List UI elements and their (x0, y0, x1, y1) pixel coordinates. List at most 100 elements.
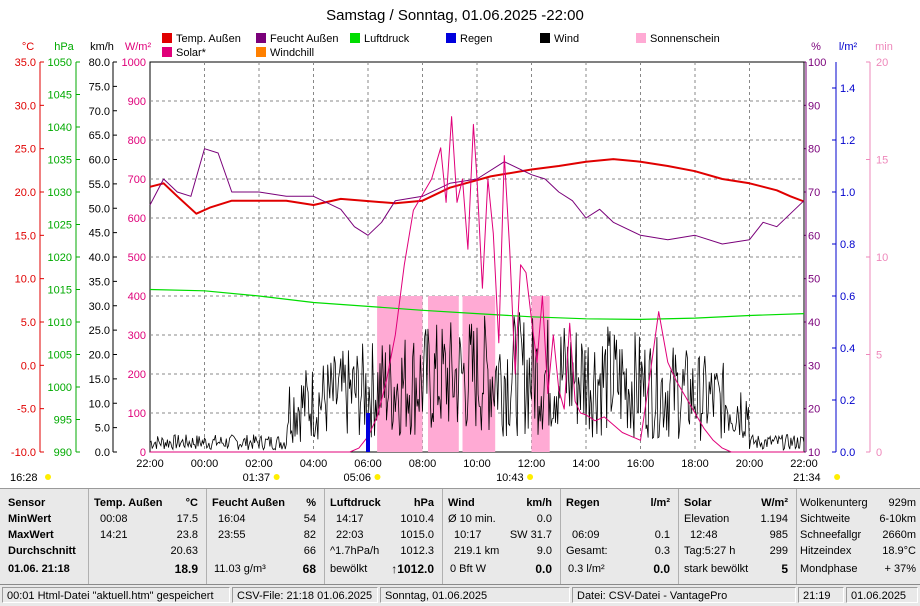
axis-sun-tick: 5 (876, 350, 882, 362)
axis-pressure-tick: 1040 (48, 122, 72, 134)
axis-pressure-tick: 990 (54, 447, 72, 459)
temp-min: 17.5 (176, 513, 198, 525)
rain-current: 0.0 (653, 562, 670, 576)
axis-sun-unit: min (875, 41, 893, 53)
axis-pressure-tick: 1010 (48, 317, 72, 329)
axis-wind-tick: 70.0 (89, 106, 110, 118)
hum-max-time: 23:55 (218, 529, 246, 541)
press-header: Luftdruck (330, 497, 381, 509)
axis-solar-unit: W/m² (125, 41, 152, 53)
wind-header: Wind (448, 497, 475, 509)
x-tick-label: 20:00 (736, 458, 764, 470)
time-marker-label: 21:34 (793, 472, 821, 484)
axis-wind-tick: 0.0 (95, 447, 110, 459)
axis-wind-tick: 45.0 (89, 228, 110, 240)
rain-total-label: Gesamt: (566, 545, 608, 557)
hum-unit: % (306, 497, 316, 509)
axis-wind-unit: km/h (90, 41, 114, 53)
x-tick-label: 12:00 (518, 458, 546, 470)
axis-solar-tick: 100 (128, 408, 146, 420)
rain-bar (366, 413, 370, 452)
x-tick-label: 08:00 (409, 458, 437, 470)
legend-swatch (162, 33, 172, 43)
extra-value-0: 929m (888, 497, 916, 509)
temp-avg: 20.63 (170, 545, 198, 557)
extra-value-2: 2660m (882, 529, 916, 541)
axis-wind-tick: 50.0 (89, 203, 110, 215)
axis-humidity-tick: 100 (808, 57, 826, 69)
row-min-label: MinWert (8, 513, 52, 525)
rain-header: Regen (566, 497, 600, 509)
wind-mean: 9.0 (536, 545, 552, 557)
axis-pressure-tick: 1045 (48, 90, 72, 102)
axis-temp-tick: 5.0 (21, 317, 36, 329)
axis-solar-tick: 1000 (122, 57, 146, 69)
axis-temp-tick: 0.0 (21, 360, 36, 372)
axis-rain-tick: 0.2 (840, 395, 855, 407)
axis-pressure-tick: 1050 (48, 57, 72, 69)
axis-wind-tick: 75.0 (89, 81, 110, 93)
time-marker-label: 05:06 (343, 472, 371, 484)
axis-solar-tick: 600 (128, 213, 146, 225)
series-solar (150, 116, 804, 453)
status-time: 21:19 (798, 587, 844, 603)
status-datafile: Datei: CSV-Datei - VantagePro (572, 587, 796, 603)
x-tick-label: 22:00 (136, 458, 164, 470)
axis-labels: 22:00 00:00 02:00 04:00 06:00 08:00 10:00 12:00… (11, 41, 893, 470)
axis-rain-tick: 1.2 (840, 135, 855, 147)
time-marker-dot (834, 474, 841, 480)
axis-solar-tick: 500 (128, 252, 146, 264)
axis-pressure-tick: 1005 (48, 350, 72, 362)
solar-elevation-label: Elevation (684, 513, 730, 525)
chart-title: Samstag / Sonntag, 01.06.2025 -22:00 (326, 7, 584, 24)
axis-wind-tick: 80.0 (89, 57, 110, 69)
legend-swatch (540, 33, 550, 43)
series-pressure (149, 288, 805, 320)
axis-pressure-tick: 1025 (48, 220, 72, 232)
rain-unit: l/m² (650, 497, 670, 509)
axis-sun-tick: 20 (876, 57, 888, 69)
time-marker-dot (273, 474, 280, 480)
legend-swatch (256, 33, 266, 43)
axis-pressure-tick: 1020 (48, 252, 72, 264)
x-tick-label: 02:00 (245, 458, 273, 470)
axis-solar-tick: 900 (128, 96, 146, 108)
axis-temp-tick: 20.0 (15, 187, 36, 199)
axis-wind-tick: 15.0 (89, 374, 110, 386)
axis-solar-tick: 0 (140, 447, 146, 459)
x-tick-label: 00:00 (191, 458, 219, 470)
temp-unit: °C (185, 497, 198, 509)
axis-wind-tick: 40.0 (89, 252, 110, 264)
extra-value-1: 6-10km (879, 513, 916, 525)
axis-wind-tick: 30.0 (89, 301, 110, 313)
x-tick-label: 04:00 (300, 458, 328, 470)
time-marker-label: 01:37 (243, 472, 271, 484)
x-tick-label: 06:00 (354, 458, 382, 470)
axis-wind-tick: 55.0 (89, 179, 110, 191)
axis-temp-tick: 10.0 (15, 274, 36, 286)
axis-sun-tick: 0 (876, 447, 882, 459)
hum-header: Feucht Außen (212, 497, 285, 509)
axis-humidity-tick: 40 (808, 317, 820, 329)
axis-temp-tick: -10.0 (11, 447, 36, 459)
extra-value-3: 18.9°C (882, 545, 916, 557)
wind-avg: 0.0 (536, 513, 552, 525)
axis-humidity-tick: 80 (808, 144, 820, 156)
axis-humidity-tick: 50 (808, 274, 820, 286)
solar-state: stark bewölkt (684, 563, 749, 575)
axis-temp-tick: 30.0 (15, 100, 36, 112)
axis-pressure-tick: 1000 (48, 382, 72, 394)
axis-rain-tick: 0.8 (840, 239, 855, 251)
axis-solar-tick: 800 (128, 135, 146, 147)
axis-rain-tick: 0.6 (840, 291, 855, 303)
wind-current: 0.0 (535, 562, 552, 576)
legend-swatch (636, 33, 646, 43)
status-csv-file: CSV-File: 21:18 01.06.2025 (232, 587, 378, 603)
hum-min-time: 16:04 (218, 513, 246, 525)
extra-label-2: Schneefallgr (800, 529, 862, 541)
legend-label: Regen (460, 33, 492, 45)
solar-max: 985 (769, 529, 788, 541)
wind-max-time: 10:17 (454, 529, 482, 541)
wind-unit: km/h (526, 497, 552, 509)
chart-series (149, 116, 805, 453)
